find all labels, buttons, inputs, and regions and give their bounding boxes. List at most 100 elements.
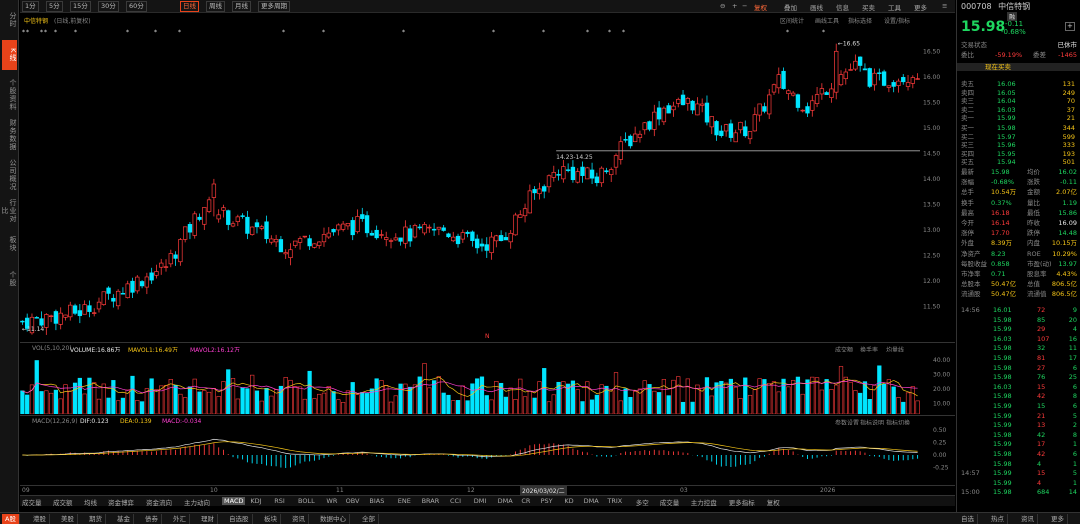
indicator-tab-15[interactable]: CCI	[450, 497, 461, 505]
bottom-tab-12[interactable]: 全部	[359, 514, 379, 524]
indicator-tab-14[interactable]: BRAR	[421, 497, 440, 505]
indicator-tab-27[interactable]: 复权	[766, 499, 780, 507]
period-week[interactable]: 周线	[206, 1, 225, 12]
ask-row[interactable]: 卖三 16.04 70	[957, 97, 1080, 105]
bottom-tab-4[interactable]: 基金	[114, 514, 134, 524]
bottom-tab-2[interactable]: 美股	[58, 514, 78, 524]
period-60min[interactable]: 60分	[126, 1, 147, 12]
period-30min[interactable]: 30分	[98, 1, 119, 12]
indicator-tab-6[interactable]: MACD	[222, 497, 246, 505]
ask-row[interactable]: 卖五 16.06 131	[957, 80, 1080, 88]
opt-range-stats[interactable]: 区间统计	[780, 18, 805, 25]
bottom-tab-0[interactable]: A股	[2, 514, 20, 524]
indicator-tab-23[interactable]: 多空	[635, 499, 649, 507]
bottom-right-3[interactable]: 更多	[1048, 514, 1068, 524]
more-button[interactable]: 更多	[914, 4, 927, 12]
indicator-tab-19[interactable]: PSY	[540, 497, 553, 505]
left-tab-company[interactable]: 公司概况	[9, 159, 17, 191]
indicator-tab-12[interactable]: BIAS	[369, 497, 385, 505]
indicator-tab-24[interactable]: 成交量	[659, 499, 680, 507]
macd-btn-params[interactable]: 参数设置	[835, 420, 860, 427]
bottom-tab-5[interactable]: 债券	[142, 514, 162, 524]
info-button[interactable]: 信息	[836, 4, 849, 12]
bottom-right-1[interactable]: 热点	[988, 514, 1008, 524]
signals-button[interactable]: 买卖	[862, 4, 875, 12]
indicator-tab-16[interactable]: DMI	[473, 497, 487, 505]
bid-row[interactable]: 买二 15.97 599	[957, 133, 1080, 141]
indicator-tab-11[interactable]: OBV	[345, 497, 360, 505]
left-tab-stock[interactable]: 个股	[9, 271, 17, 287]
period-more[interactable]: 更多周期	[258, 1, 290, 12]
entrust-bar[interactable]: 现在买卖	[985, 63, 1011, 71]
fq-button[interactable]: 复权	[754, 4, 767, 12]
indicator-tab-20[interactable]: KD	[564, 497, 574, 505]
bottom-tab-6[interactable]: 外汇	[170, 514, 190, 524]
left-tab-compare[interactable]: 行业对比	[1, 199, 17, 223]
minus-icon[interactable]: −	[742, 2, 748, 10]
indicator-tab-0[interactable]: 成交量	[22, 499, 42, 507]
indicator-tab-5[interactable]: 主力动向	[184, 499, 210, 507]
bottom-tab-7[interactable]: 理财	[198, 514, 218, 524]
bottom-tab-1[interactable]: 港股	[30, 514, 50, 524]
indicator-tab-26[interactable]: 更多指标	[728, 499, 755, 507]
ask-row[interactable]: 卖二 16.03 37	[957, 106, 1080, 114]
bottom-right-2[interactable]: 资讯	[1018, 514, 1038, 524]
opt-settings[interactable]: 设置/指标	[884, 18, 911, 25]
indicator-tab-9[interactable]: BOLL	[298, 497, 315, 505]
opt-indicator-select[interactable]: 指标选择	[848, 18, 873, 25]
vol-btn-ma[interactable]: 均量线	[886, 347, 905, 354]
indicator-tab-22[interactable]: TRIX	[607, 497, 623, 505]
period-month[interactable]: 月线	[232, 1, 251, 12]
bottom-tab-11[interactable]: 数据中心	[317, 514, 350, 524]
vol-btn-turnover[interactable]: 换手率	[860, 347, 879, 354]
bottom-right-0[interactable]: 自选	[958, 514, 978, 524]
draw-button[interactable]: 画线	[810, 4, 823, 12]
indicator-tab-25[interactable]: 主力控盘	[690, 499, 717, 507]
indicator-tab-3[interactable]: 资金博弈	[108, 499, 134, 507]
add-watchlist-icon[interactable]: +	[1065, 22, 1075, 31]
ask-row[interactable]: 卖四 16.05 249	[957, 89, 1080, 97]
left-tab-timeshare[interactable]: 分时	[9, 12, 17, 28]
bid-row[interactable]: 买一 15.98 344	[957, 124, 1080, 132]
left-tab-sector[interactable]: 板块	[9, 236, 17, 252]
kline-chart[interactable]: 16.50 16.00 15.50 15.00 14.50 14.00 13.50 13.00…	[20, 28, 955, 340]
stack-button[interactable]: 叠加	[784, 4, 797, 12]
zoom-out-icon[interactable]: ⊖	[720, 2, 726, 10]
period-day[interactable]: 日线	[180, 1, 199, 12]
menu-icon[interactable]: ≡	[942, 2, 948, 10]
bid-row[interactable]: 买三 15.96 333	[957, 141, 1080, 149]
left-tab-kline[interactable]: K线	[2, 40, 17, 70]
kline-candle	[489, 236, 494, 254]
bid-row[interactable]: 买五 15.94 501	[957, 158, 1080, 166]
indicator-tab-17[interactable]: DMA	[497, 497, 513, 505]
bottom-tab-10[interactable]: 资讯	[289, 514, 309, 524]
period-5min[interactable]: 5分	[46, 1, 63, 12]
indicator-tab-2[interactable]: 均线	[84, 499, 97, 507]
indicator-tab-13[interactable]: ENE	[397, 497, 411, 505]
indicator-tab-21[interactable]: DMA	[583, 497, 599, 505]
indicator-tab-8[interactable]: RSI	[274, 497, 285, 505]
indicator-tab-1[interactable]: 成交额	[53, 499, 73, 507]
bottom-tab-3[interactable]: 期货	[86, 514, 106, 524]
bottom-tab-8[interactable]: 自选股	[226, 514, 253, 524]
indicator-tab-4[interactable]: 资金流向	[146, 499, 172, 507]
tools-button[interactable]: 工具	[888, 4, 901, 12]
vol-bar	[566, 383, 571, 414]
bottom-tab-9[interactable]: 板块	[261, 514, 281, 524]
left-tab-finance[interactable]: 财务数据	[9, 119, 17, 151]
period-1min[interactable]: 1分	[22, 1, 39, 12]
volume-chart[interactable]: 40.00 30.00 20.00 10.00	[20, 352, 955, 414]
indicator-tab-10[interactable]: WR	[326, 497, 338, 505]
period-15min[interactable]: 15分	[70, 1, 91, 12]
opt-draw-tools[interactable]: 画线工具	[815, 18, 840, 25]
macd-btn-switch[interactable]: 指标切换	[886, 420, 911, 427]
bid-row[interactable]: 买四 15.95 193	[957, 150, 1080, 158]
left-tab-profile[interactable]: 个股资料	[9, 79, 17, 111]
macd-btn-help[interactable]: 指标说明	[860, 420, 885, 427]
ask-row[interactable]: 卖一 15.99 21	[957, 114, 1080, 122]
vol-btn-amount[interactable]: 成交额	[835, 347, 854, 354]
indicator-tab-7[interactable]: KDJ	[250, 497, 262, 505]
macd-chart[interactable]: 0.50 0.25 0.00 -0.25	[20, 425, 955, 485]
indicator-tab-18[interactable]: CR	[521, 497, 531, 505]
plus-icon[interactable]: +	[732, 2, 738, 10]
